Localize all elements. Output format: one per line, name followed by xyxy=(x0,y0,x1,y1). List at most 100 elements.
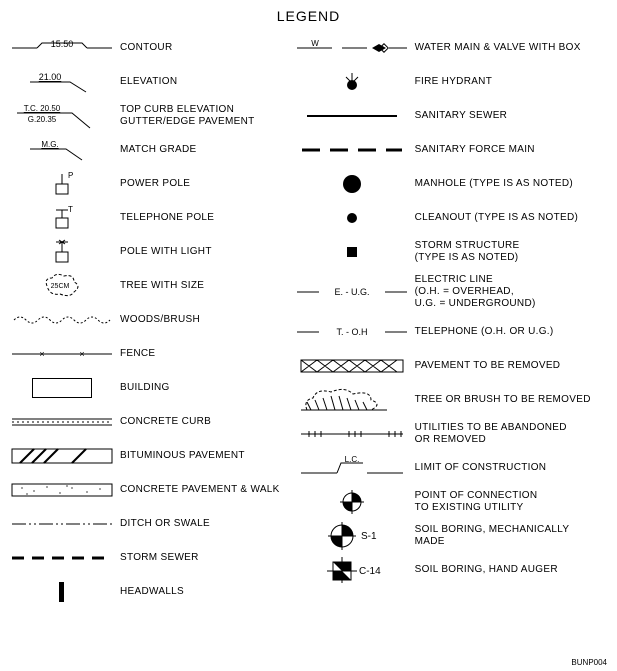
label-storm-structure: STORM STRUCTURE (TYPE IS AS NOTED) xyxy=(407,240,520,264)
row-fire-hydrant: FIRE HYDRANT xyxy=(297,66,605,98)
symbol-water-main: W xyxy=(297,34,407,62)
symbol-soil-boring-hand: C-14 xyxy=(297,556,407,584)
row-manhole: MANHOLE (TYPE IS AS NOTED) xyxy=(297,168,605,200)
row-building: BUILDING xyxy=(12,372,297,404)
symbol-pole-light xyxy=(12,238,112,266)
symbol-contour: 15.50 xyxy=(12,34,112,62)
symbol-pavement-removed xyxy=(297,352,407,380)
row-sanitary-sewer: SANITARY SEWER xyxy=(297,100,605,132)
row-pavement-removed: PAVEMENT TO BE REMOVED xyxy=(297,350,605,382)
symbol-match-grade: M.G. xyxy=(12,136,112,164)
label-elevation: ELEVATION xyxy=(112,76,177,88)
label-pavement-removed: PAVEMENT TO BE REMOVED xyxy=(407,360,561,372)
label-power-pole: POWER POLE xyxy=(112,178,190,190)
label-cleanout: CLEANOUT (TYPE IS AS NOTED) xyxy=(407,212,579,224)
right-column: W WATER MAIN & VALVE WITH BOX xyxy=(297,32,605,610)
symbol-top-curb: T.C. 20.50 G.20.35 xyxy=(12,102,112,130)
symbol-headwalls xyxy=(12,578,112,606)
label-concrete-pavement: CONCRETE PAVEMENT & WALK xyxy=(112,484,280,496)
tree-size: 25CM xyxy=(51,283,70,290)
label-telephone-line: TELEPHONE (O.H. OR U.G.) xyxy=(407,326,554,338)
mg-text: M.G. xyxy=(41,140,58,149)
symbol-building xyxy=(12,374,112,402)
tp-letter: T xyxy=(68,205,73,214)
row-contour: 15.50 CONTOUR xyxy=(12,32,297,64)
row-bituminous: BITUMINOUS PAVEMENT xyxy=(12,440,297,472)
label-bituminous: BITUMINOUS PAVEMENT xyxy=(112,450,245,462)
row-ditch: DITCH OR SWALE xyxy=(12,508,297,540)
label-sanitary-force: SANITARY FORCE MAIN xyxy=(407,144,535,156)
row-headwalls: HEADWALLS xyxy=(12,576,297,608)
legend-columns: 15.50 CONTOUR 21.00 ELEVATION T.C. 20.50… xyxy=(0,24,617,610)
symbol-concrete-pavement xyxy=(12,476,112,504)
symbol-bituminous xyxy=(12,442,112,470)
row-cleanout: CLEANOUT (TYPE IS AS NOTED) xyxy=(297,202,605,234)
symbol-soil-boring-mech: S-1 xyxy=(297,522,407,550)
symbol-limit-construction: L.C. xyxy=(297,454,407,482)
sb-mech-id: S-1 xyxy=(361,531,377,542)
label-match-grade: MATCH GRADE xyxy=(112,144,196,156)
symbol-fire-hydrant xyxy=(297,68,407,96)
row-fence: × × FENCE xyxy=(12,338,297,370)
contour-value: 15.50 xyxy=(51,39,74,49)
symbol-telephone-line: T. - O.H xyxy=(297,318,407,346)
label-contour: CONTOUR xyxy=(112,42,172,54)
row-sanitary-force: SANITARY FORCE MAIN xyxy=(297,134,605,166)
row-point-connection: POINT OF CONNECTION TO EXISTING UTILITY xyxy=(297,486,605,518)
symbol-point-connection xyxy=(297,488,407,516)
label-headwalls: HEADWALLS xyxy=(112,586,184,598)
label-soil-boring-hand: SOIL BORING, HAND AUGER xyxy=(407,564,558,576)
label-manhole: MANHOLE (TYPE IS AS NOTED) xyxy=(407,178,573,190)
label-fire-hydrant: FIRE HYDRANT xyxy=(407,76,493,88)
symbol-woods xyxy=(12,306,112,334)
label-utilities-abandoned: UTILITIES TO BE ABANDONED OR REMOVED xyxy=(407,422,567,446)
label-tree-removed: TREE OR BRUSH TO BE REMOVED xyxy=(407,394,591,406)
tl-text: T. - O.H xyxy=(336,327,367,337)
row-limit-construction: L.C. LIMIT OF CONSTRUCTION xyxy=(297,452,605,484)
label-concrete-curb: CONCRETE CURB xyxy=(112,416,211,428)
sb-hand-id: C-14 xyxy=(359,566,381,577)
row-storm-structure: STORM STRUCTURE (TYPE IS AS NOTED) xyxy=(297,236,605,268)
label-woods: WOODS/BRUSH xyxy=(112,314,200,326)
svg-text:×: × xyxy=(79,349,84,359)
row-top-curb: T.C. 20.50 G.20.35 TOP CURB ELEVATION GU… xyxy=(12,100,297,132)
symbol-fence: × × xyxy=(12,340,112,368)
tc-top: T.C. 20.50 xyxy=(24,104,61,113)
symbol-sanitary-sewer xyxy=(297,102,407,130)
symbol-utilities-abandoned xyxy=(297,420,407,448)
symbol-storm-sewer xyxy=(12,544,112,572)
row-concrete-curb: CONCRETE CURB xyxy=(12,406,297,438)
left-column: 15.50 CONTOUR 21.00 ELEVATION T.C. 20.50… xyxy=(12,32,297,610)
row-match-grade: M.G. MATCH GRADE xyxy=(12,134,297,166)
label-electric-line: ELECTRIC LINE (O.H. = OVERHEAD, U.G. = U… xyxy=(407,274,536,310)
row-telephone-pole: T TELEPHONE POLE xyxy=(12,202,297,234)
el-text: E. - U.G. xyxy=(334,287,369,297)
symbol-electric-line: E. - U.G. xyxy=(297,278,407,306)
row-electric-line: E. - U.G. ELECTRIC LINE (O.H. = OVERHEAD… xyxy=(297,270,605,314)
footer-code: BUNP004 xyxy=(571,658,607,667)
pp-letter: P xyxy=(68,171,73,180)
label-limit-construction: LIMIT OF CONSTRUCTION xyxy=(407,462,547,474)
label-tree: TREE WITH SIZE xyxy=(112,280,204,292)
row-soil-boring-mech: S-1 SOIL BORING, MECHANICALLY MADE xyxy=(297,520,605,552)
label-sanitary-sewer: SANITARY SEWER xyxy=(407,110,508,122)
symbol-sanitary-force xyxy=(297,136,407,164)
elevation-value: 21.00 xyxy=(39,72,62,82)
row-water-main: W WATER MAIN & VALVE WITH BOX xyxy=(297,32,605,64)
row-soil-boring-hand: C-14 SOIL BORING, HAND AUGER xyxy=(297,554,605,586)
label-storm-sewer: STORM SEWER xyxy=(112,552,199,564)
svg-text:×: × xyxy=(39,349,44,359)
label-ditch: DITCH OR SWALE xyxy=(112,518,210,530)
row-woods: WOODS/BRUSH xyxy=(12,304,297,336)
row-telephone-line: T. - O.H TELEPHONE (O.H. OR U.G.) xyxy=(297,316,605,348)
row-pole-light: POLE WITH LIGHT xyxy=(12,236,297,268)
symbol-power-pole: P xyxy=(12,170,112,198)
symbol-tree-removed xyxy=(297,386,407,414)
row-tree-removed: TREE OR BRUSH TO BE REMOVED xyxy=(297,384,605,416)
symbol-tree: 25CM xyxy=(12,272,112,300)
legend-title: LEGEND xyxy=(0,0,617,24)
row-power-pole: P POWER POLE xyxy=(12,168,297,200)
label-soil-boring-mech: SOIL BORING, MECHANICALLY MADE xyxy=(407,524,570,548)
symbol-concrete-curb xyxy=(12,408,112,436)
symbol-storm-structure xyxy=(297,238,407,266)
